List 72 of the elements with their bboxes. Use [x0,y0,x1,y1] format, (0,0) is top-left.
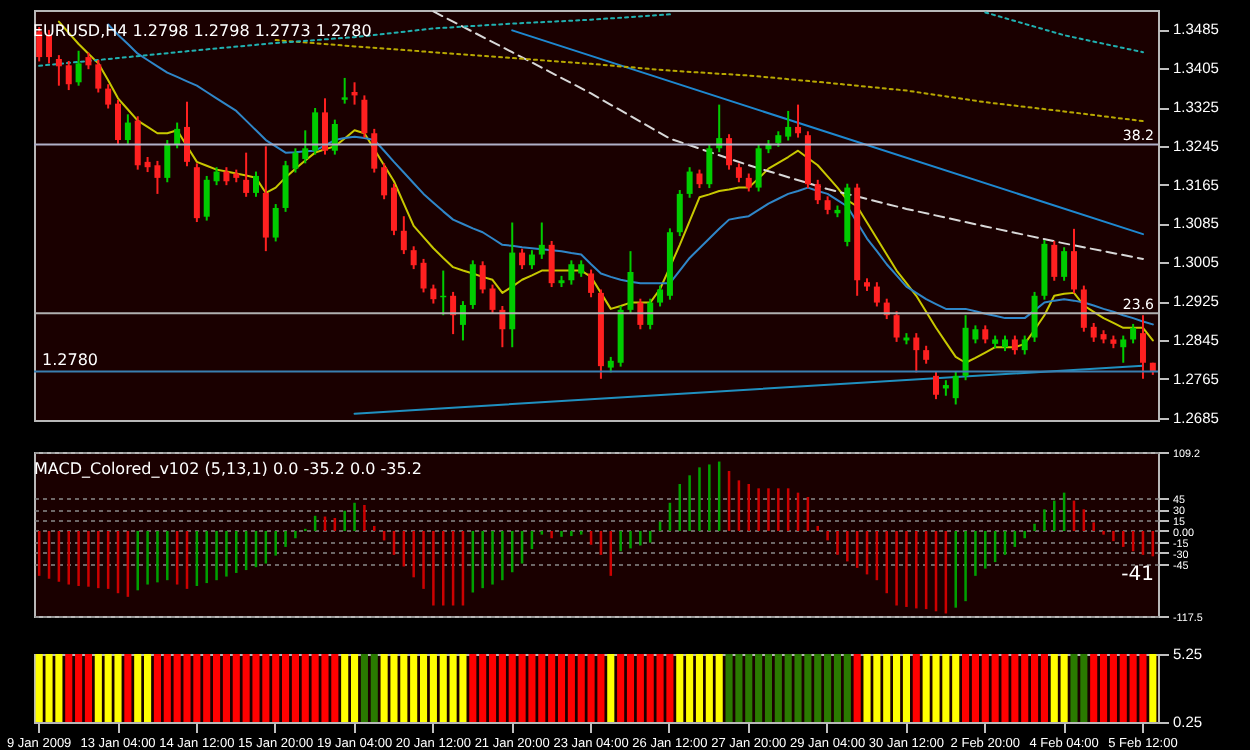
candlestick [1120,334,1127,364]
candlestick [952,370,959,406]
candlestick [913,332,920,374]
candlestick [164,139,171,184]
candlestick [124,113,131,145]
candlestick [519,247,526,271]
candlestick [400,215,407,256]
candlestick [420,257,427,294]
candlestick [647,297,654,331]
candlestick [371,127,378,174]
ref-line-label: 1.2780 [42,351,98,370]
candlestick [381,162,388,201]
candlestick [1130,322,1137,345]
candlestick [321,97,328,156]
candlestick [696,168,703,190]
candlestick [686,166,693,199]
candlestick [312,107,319,156]
candlestick [115,98,122,145]
candlestick [184,100,190,168]
candlestick [568,259,575,286]
candlestick [785,109,792,142]
candlestick [1070,227,1077,295]
candlestick [410,245,417,271]
candlestick [203,174,210,222]
candlestick [75,49,82,87]
candlestick [430,283,437,305]
line-series [274,39,1144,123]
candlestick [174,121,181,150]
candlestick [1090,321,1097,343]
candlestick [588,268,595,299]
candlestick [735,162,742,184]
candlestick [65,59,72,92]
candlestick [1011,334,1018,356]
candlestick [1031,290,1038,343]
candlestick [1051,239,1058,282]
candlestick [706,143,713,190]
candlestick [302,129,309,165]
candlestick [873,281,880,308]
candlestick [390,182,397,237]
candlestick [933,370,940,401]
candlestick [538,221,545,260]
candlestick [331,118,338,156]
candlestick [351,81,358,106]
candlestick [1021,334,1028,356]
candlestick [1061,246,1068,282]
candlestick [489,283,496,315]
candlestick [548,239,555,289]
candlestick [528,249,535,271]
candlestick [272,203,279,243]
candlestick [637,297,644,331]
candlestick [55,54,62,87]
candlestick [262,145,269,253]
candlestick [1080,284,1087,333]
candlestick [105,83,112,110]
candlestick [814,178,821,206]
candlestick [134,115,141,171]
candlestick [627,250,634,315]
annotation: -41 [1121,563,1154,586]
candlestick [893,310,900,343]
candlestick [726,133,733,171]
candlestick [657,284,664,308]
candlestick [1139,314,1146,380]
candlestick [361,94,368,139]
candlestick [341,76,348,105]
candlestick [243,151,250,198]
candlestick [469,259,476,310]
candlestick [676,189,683,238]
candlestick [795,103,802,139]
candlestick [252,170,259,198]
candlestick [459,300,466,342]
candlestick [95,58,102,94]
candlestick [479,260,486,295]
